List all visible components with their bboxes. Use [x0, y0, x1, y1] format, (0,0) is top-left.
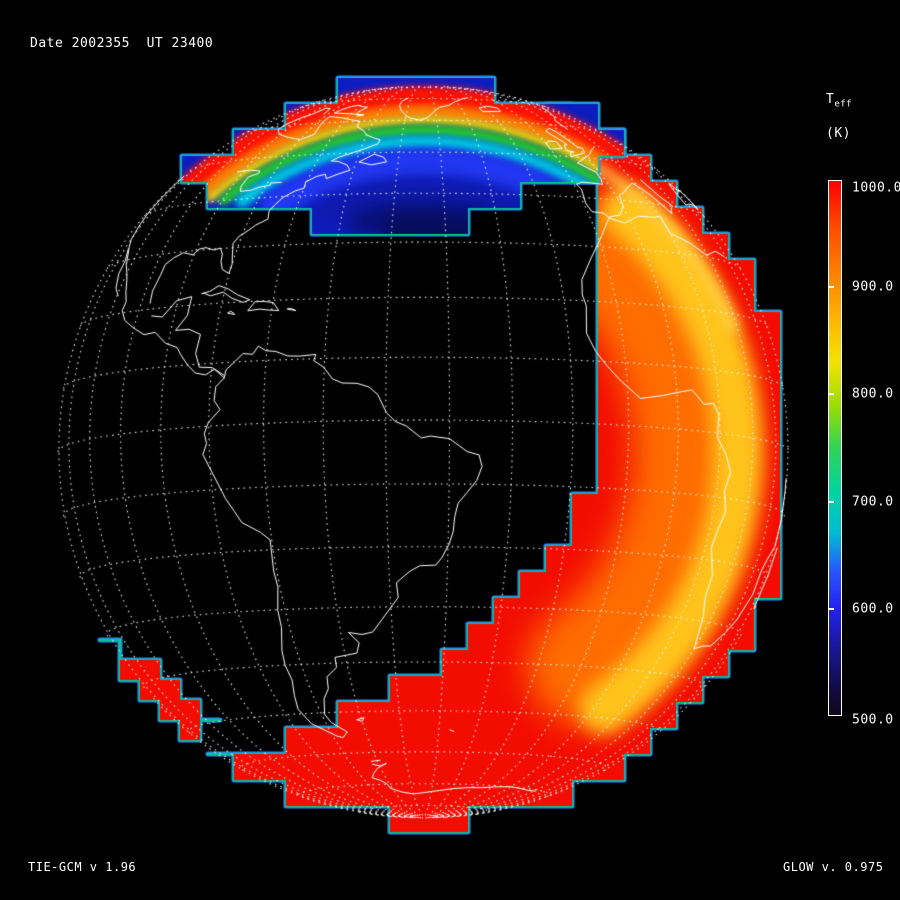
- date-label: Date 2002355 UT 23400: [30, 36, 214, 51]
- colorbar-tick: [829, 286, 834, 289]
- glow-version-label: GLOW v. 0.975: [783, 860, 884, 874]
- colorbar-gradient: [828, 180, 842, 716]
- colorbar-tick-label: 700.0: [852, 494, 894, 510]
- colorbar-tick-label: 800.0: [852, 386, 894, 402]
- colorbar-tick: [829, 500, 834, 503]
- colorbar-tick-label: 1000.0: [852, 180, 900, 196]
- colorbar-tick-label: 500.0: [852, 712, 894, 728]
- colorbar-tick-label: 900.0: [852, 279, 894, 295]
- colorbar-title: Teff: [826, 92, 852, 110]
- colorbar-units: (K): [826, 126, 851, 141]
- colorbar-title-subscript: eff: [834, 99, 853, 110]
- colorbar: 1000.0 900.0 800.0 700.0 600.0 500.0: [828, 180, 900, 728]
- colorbar-tick: [829, 607, 834, 610]
- colorbar-tick-label: 600.0: [852, 601, 894, 617]
- colorbar-tick: [829, 393, 834, 396]
- colorbar-title-main: T: [826, 92, 835, 107]
- model-version-label: TIE-GCM v 1.96: [28, 860, 137, 874]
